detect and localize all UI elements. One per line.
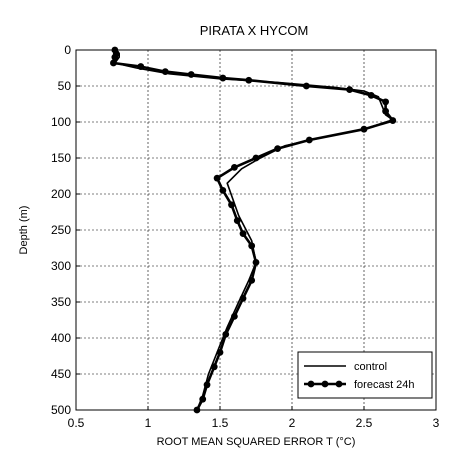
forecast-24h-point [228, 201, 235, 209]
y-axis-label: Depth (m) [18, 206, 30, 255]
y-tick-label: 250 [51, 223, 71, 237]
y-tick-label: 350 [51, 295, 71, 309]
chart-title: PIRATA X HYCOM [200, 23, 309, 38]
legend: control forecast 24h [297, 351, 433, 399]
forecast-24h-point [137, 63, 145, 70]
legend-forecast-swatch-marker [307, 380, 315, 388]
x-tick-label: 1.5 [212, 416, 229, 430]
forecast-24h-point [219, 74, 227, 82]
forecast-24h-point [216, 349, 224, 356]
y-tick-label: 0 [64, 43, 71, 57]
forecast-24h-point [303, 82, 310, 90]
y-tick-label: 300 [51, 259, 71, 273]
x-axis-label: ROOT MEAN SQUARED ERROR T (°C) [157, 436, 356, 448]
legend-box [297, 351, 433, 399]
x-tick-label: 1 [145, 416, 152, 430]
forecast-24h-point [360, 125, 368, 133]
forecast-24h-point [222, 331, 230, 338]
forecast-24h-point [210, 363, 218, 371]
forecast-24h-point [346, 86, 353, 93]
y-tick-label: 50 [58, 79, 72, 93]
forecast-24h-point [213, 174, 221, 182]
x-tick-label: 0.5 [68, 416, 85, 430]
plot-frame [75, 49, 437, 411]
x-tick-label: 3 [433, 416, 440, 430]
legend-control-label: control [354, 361, 387, 373]
forecast-24h-point [203, 381, 211, 389]
forecast-24h-point [231, 163, 238, 171]
y-tick-label: 100 [51, 115, 71, 129]
x-tick-label: 2.5 [356, 416, 373, 430]
forecast-24h-point [245, 76, 253, 84]
y-tick-label: 200 [51, 187, 71, 201]
forecast-24h-point [187, 71, 195, 78]
x-tick-label: 2 [289, 416, 296, 430]
forecast-24h-point [389, 117, 397, 124]
forecast-24h-point [305, 136, 313, 144]
series-lines [110, 46, 397, 414]
y-axis-ticks: 0 50 100 150 200 250 300 350 400 450 500 [51, 43, 80, 417]
legend-forecast-label: forecast 24h [354, 379, 415, 391]
legend-forecast-swatch-marker [335, 380, 343, 388]
forecast-24h-point [382, 107, 389, 115]
y-tick-label: 500 [51, 403, 71, 417]
forecast-24h-point [367, 91, 375, 99]
legend-forecast-swatch-marker [321, 380, 329, 388]
y-tick-label: 150 [51, 151, 71, 165]
forecast-24h-point [248, 242, 256, 250]
forecast-24h-point [239, 230, 247, 238]
forecast-24h-point [110, 59, 117, 67]
forecast-24h-point [252, 259, 260, 266]
y-tick-label: 450 [51, 367, 71, 381]
forecast-24h-point [248, 277, 256, 284]
forecast-24h-point [231, 313, 238, 320]
forecast-24h-point [252, 154, 260, 162]
legend-forecast-swatch [304, 380, 346, 388]
forecast-24h-point [382, 98, 389, 106]
forecast-24h-point [219, 187, 227, 194]
y-tick-label: 400 [51, 331, 71, 345]
forecast-24h-point [111, 53, 119, 61]
forecast-24h-point [233, 217, 241, 225]
forecast-24h-point [199, 395, 207, 403]
forecast-24h-point [161, 68, 169, 75]
forecast-24h-point [274, 145, 281, 153]
forecast-24h-point [239, 295, 247, 302]
